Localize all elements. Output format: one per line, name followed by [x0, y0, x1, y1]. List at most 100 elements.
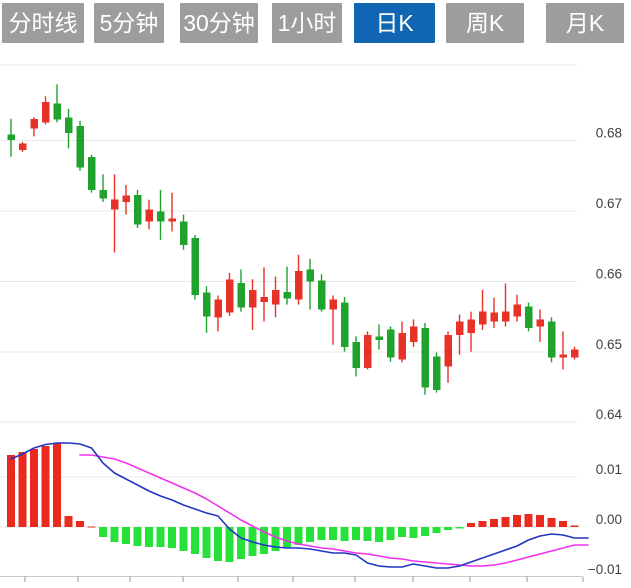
macd-histogram-bar	[363, 527, 372, 541]
candlestick	[513, 304, 521, 317]
candlestick	[237, 282, 245, 308]
macd-histogram-bar	[53, 443, 61, 527]
tab-daily-k[interactable]: 日K	[354, 3, 435, 43]
candlestick	[501, 311, 510, 322]
macd-histogram-bar	[513, 515, 521, 527]
macd-histogram-bar	[478, 521, 487, 527]
macd-histogram-bar	[64, 516, 73, 527]
candlestick	[421, 327, 429, 388]
candlestick	[398, 332, 406, 360]
candlestick	[363, 334, 372, 368]
candlestick	[41, 101, 50, 123]
macd-histogram-bar	[294, 527, 303, 545]
macd-histogram-bar	[432, 527, 441, 533]
macd-histogram-bar	[455, 527, 464, 529]
dea-line	[79, 454, 589, 567]
macd-histogram-bar	[570, 525, 579, 527]
macd-axis-label: 0.01	[596, 462, 622, 477]
macd-histogram-bar	[547, 518, 556, 527]
price-axis-label: 0.68	[596, 126, 622, 141]
candlestick	[547, 321, 556, 358]
price-axis-label: 0.65	[596, 337, 622, 352]
macd-histogram-bar	[524, 514, 533, 527]
tab-1hour[interactable]: 1小时	[272, 3, 342, 43]
macd-histogram-bar	[41, 446, 50, 527]
candlestick	[133, 194, 142, 225]
macd-histogram-bar	[110, 527, 119, 542]
tab-30min[interactable]: 30分钟	[180, 3, 258, 43]
candlestick	[271, 289, 280, 305]
candlestick	[191, 237, 199, 295]
macd-histogram-bar	[329, 527, 337, 540]
candlestick	[260, 296, 268, 302]
timeframe-tabbar: 分时线 5分钟 30分钟 1小时 日K 周K 月K	[0, 3, 624, 43]
candlestick	[409, 326, 418, 342]
macd-histogram-bar	[214, 527, 222, 561]
candlestick	[7, 134, 15, 140]
candlestick	[455, 321, 464, 335]
candlestick	[317, 280, 326, 310]
macd-histogram-bar	[409, 527, 418, 538]
macd-histogram-bar	[490, 519, 498, 527]
macd-histogram-bar	[99, 527, 107, 537]
macd-histogram-bar	[122, 527, 130, 544]
candlestick	[570, 349, 579, 358]
candlestick	[294, 270, 303, 300]
candlestick	[467, 319, 475, 333]
candlestick	[168, 218, 176, 222]
macd-histogram-bar	[18, 452, 27, 527]
candlestick	[225, 279, 234, 313]
candlestick	[352, 341, 360, 368]
candlestick	[524, 306, 533, 328]
candlestick	[283, 291, 291, 299]
candlestick	[202, 292, 211, 317]
price-axis-label: 0.64	[596, 407, 623, 422]
macd-histogram-bar	[156, 527, 165, 547]
candlestick	[559, 354, 567, 358]
candlestick	[306, 269, 314, 282]
candlestick	[76, 125, 84, 168]
candlestick	[18, 143, 27, 150]
tab-weekly-k[interactable]: 周K	[446, 3, 524, 43]
macd-histogram-bar	[260, 527, 268, 554]
macd-axis-label: 0.00	[596, 512, 622, 527]
macd-histogram-bar	[317, 527, 326, 540]
macd-histogram-bar	[444, 527, 452, 530]
candlestick	[375, 336, 383, 340]
tab-timeline[interactable]: 分时线	[2, 3, 84, 43]
macd-histogram-bar	[501, 517, 510, 527]
macd-histogram-bar	[375, 527, 383, 542]
tab-5min[interactable]: 5分钟	[94, 3, 164, 43]
macd-histogram-bar	[283, 527, 291, 548]
macd-histogram-bar	[145, 527, 153, 547]
macd-histogram-bar	[30, 449, 38, 527]
candlestick	[145, 209, 153, 222]
candlestick	[444, 334, 452, 367]
candlestick	[122, 195, 130, 202]
macd-histogram-bar	[271, 527, 280, 551]
candlestick	[248, 289, 257, 308]
macd-histogram-bar	[168, 527, 176, 548]
candlestick	[478, 311, 487, 325]
macd-histogram-bar	[340, 527, 349, 541]
price-axis-label: 0.67	[596, 196, 622, 211]
macd-histogram-bar	[76, 521, 84, 527]
macd-histogram-bar	[386, 527, 395, 540]
macd-histogram-bar	[7, 455, 15, 527]
candlestick	[156, 211, 165, 222]
tab-monthly-k[interactable]: 月K	[546, 3, 624, 43]
candlestick	[386, 329, 395, 358]
candlestick	[30, 118, 38, 129]
candlestick	[64, 117, 73, 133]
macd-histogram-bar	[352, 527, 360, 540]
candlestick	[432, 356, 441, 390]
candlestick	[179, 221, 188, 245]
candlestick	[87, 156, 96, 190]
macd-histogram-bar	[179, 527, 188, 551]
price-axis-label: 0.66	[596, 266, 622, 281]
macd-histogram-bar	[398, 527, 406, 537]
macd-histogram-bar	[225, 527, 234, 562]
macd-histogram-bar	[191, 527, 199, 554]
